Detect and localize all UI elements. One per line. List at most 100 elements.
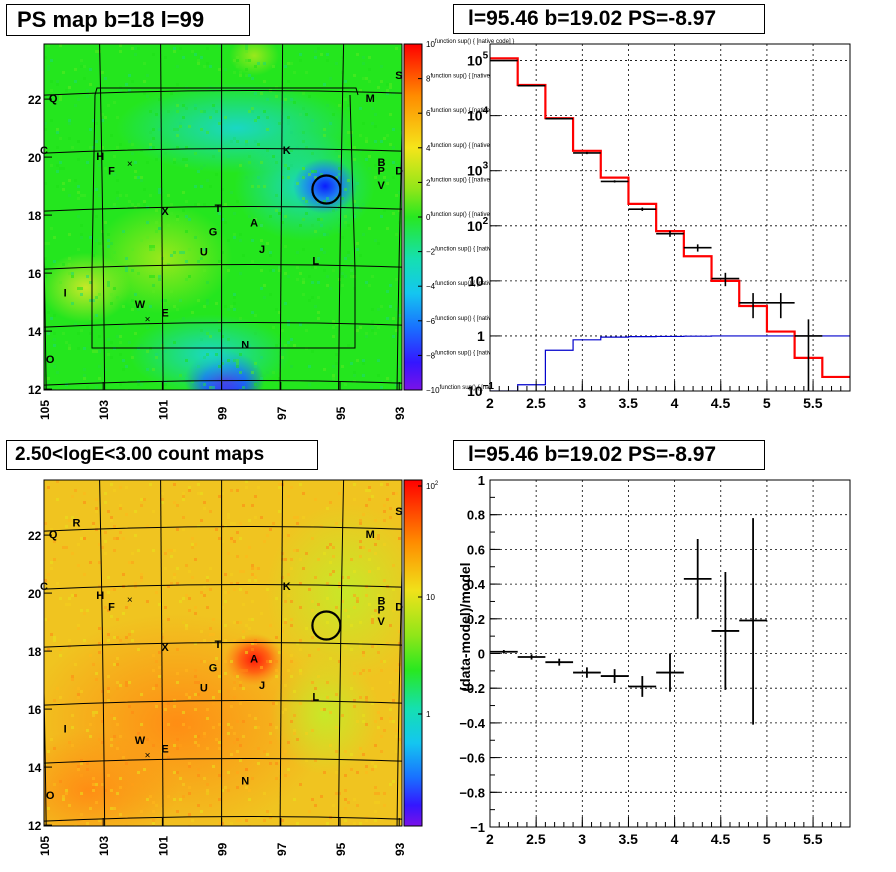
map-pixel — [239, 164, 242, 167]
map-pixel — [392, 161, 395, 164]
latitude-line — [44, 584, 402, 590]
map-pixel — [266, 98, 269, 101]
map-pixel — [152, 284, 155, 287]
map-pixel — [68, 86, 71, 89]
map-pixel — [284, 245, 287, 248]
map-pixel — [182, 158, 185, 161]
source-marker: × — [145, 750, 151, 761]
map-pixel — [167, 756, 170, 759]
map-pixel — [326, 546, 329, 549]
map-pixel — [53, 558, 56, 561]
map-pixel — [176, 215, 179, 218]
map-pixel — [308, 365, 311, 368]
map-pixel — [77, 248, 80, 251]
map-pixel — [365, 816, 368, 819]
map-pixel — [398, 209, 401, 212]
map-pixel — [89, 236, 92, 239]
map-pixel — [278, 311, 281, 314]
map-pixel — [284, 98, 287, 101]
map-pixel — [68, 263, 71, 266]
map-pixel — [179, 600, 182, 603]
map-pixel — [377, 612, 380, 615]
map-pixel — [161, 492, 164, 495]
map-pixel — [329, 287, 332, 290]
map-pixel — [47, 807, 50, 810]
map-pixel — [89, 281, 92, 284]
plot-body — [490, 57, 850, 391]
map-pixel — [149, 194, 152, 197]
map-pixel — [176, 528, 179, 531]
map-pixel — [77, 687, 80, 690]
map-pixel — [275, 209, 278, 212]
map-pixel — [245, 768, 248, 771]
map-pixel — [326, 275, 329, 278]
map-pixel — [182, 528, 185, 531]
map-pixel — [395, 750, 398, 753]
map-pixel — [356, 804, 359, 807]
map-pixel — [332, 365, 335, 368]
map-pixel — [287, 62, 290, 65]
map-pixel — [275, 308, 278, 311]
grid — [490, 44, 850, 392]
map-pixel — [263, 792, 266, 795]
map-pixel — [77, 543, 80, 546]
map-pixel — [179, 798, 182, 801]
map-pixel — [152, 669, 155, 672]
map-pixel — [119, 684, 122, 687]
map-pixel — [110, 807, 113, 810]
map-pixel — [119, 507, 122, 510]
map-pixel — [326, 696, 329, 699]
map-pixel — [176, 128, 179, 131]
map-pixel — [194, 612, 197, 615]
map-pixel — [305, 732, 308, 735]
map-pixel — [248, 546, 251, 549]
map-pixel — [329, 657, 332, 660]
map-pixel — [74, 104, 77, 107]
latitude-line — [44, 642, 402, 648]
map-pixel — [278, 269, 281, 272]
map-pixel — [194, 104, 197, 107]
map-pixel — [137, 383, 140, 386]
map-pixel — [116, 296, 119, 299]
map-pixel — [182, 317, 185, 320]
map-pixel — [173, 161, 176, 164]
map-pixel — [74, 489, 77, 492]
map-pixel — [125, 365, 128, 368]
map-pixel — [284, 618, 287, 621]
map-pixel — [266, 116, 269, 119]
map-pixel — [392, 212, 395, 215]
map-pixel — [131, 248, 134, 251]
map-pixel — [101, 822, 104, 825]
map-pixel — [266, 242, 269, 245]
map-pixel — [116, 657, 119, 660]
map-pixel — [365, 332, 368, 335]
map-pixel — [284, 774, 287, 777]
map-pixel — [149, 131, 152, 134]
map-pixel — [134, 582, 137, 585]
map-pixel — [278, 651, 281, 654]
map-pixel — [326, 53, 329, 56]
map-pixel — [98, 642, 101, 645]
map-pixel — [158, 678, 161, 681]
map-pixel — [305, 71, 308, 74]
map-pixel — [392, 720, 395, 723]
map-pixel — [203, 356, 206, 359]
y-tick-label: 0.8 — [467, 508, 485, 523]
source-label-W: W — [135, 735, 146, 747]
map-pixel — [173, 128, 176, 131]
map-pixel — [374, 140, 377, 143]
map-pixel — [197, 170, 200, 173]
map-pixel — [206, 789, 209, 792]
map-pixel — [236, 750, 239, 753]
map-pixel — [368, 498, 371, 501]
map-pixel — [122, 359, 125, 362]
map-pixel — [233, 672, 236, 675]
map-pixel — [386, 483, 389, 486]
map-pixel — [371, 645, 374, 648]
map-pixel — [344, 807, 347, 810]
map-pixel — [362, 62, 365, 65]
map-pixel — [101, 720, 104, 723]
map-pixel — [56, 498, 59, 501]
map-pixel — [275, 597, 278, 600]
map-pixel — [206, 131, 209, 134]
